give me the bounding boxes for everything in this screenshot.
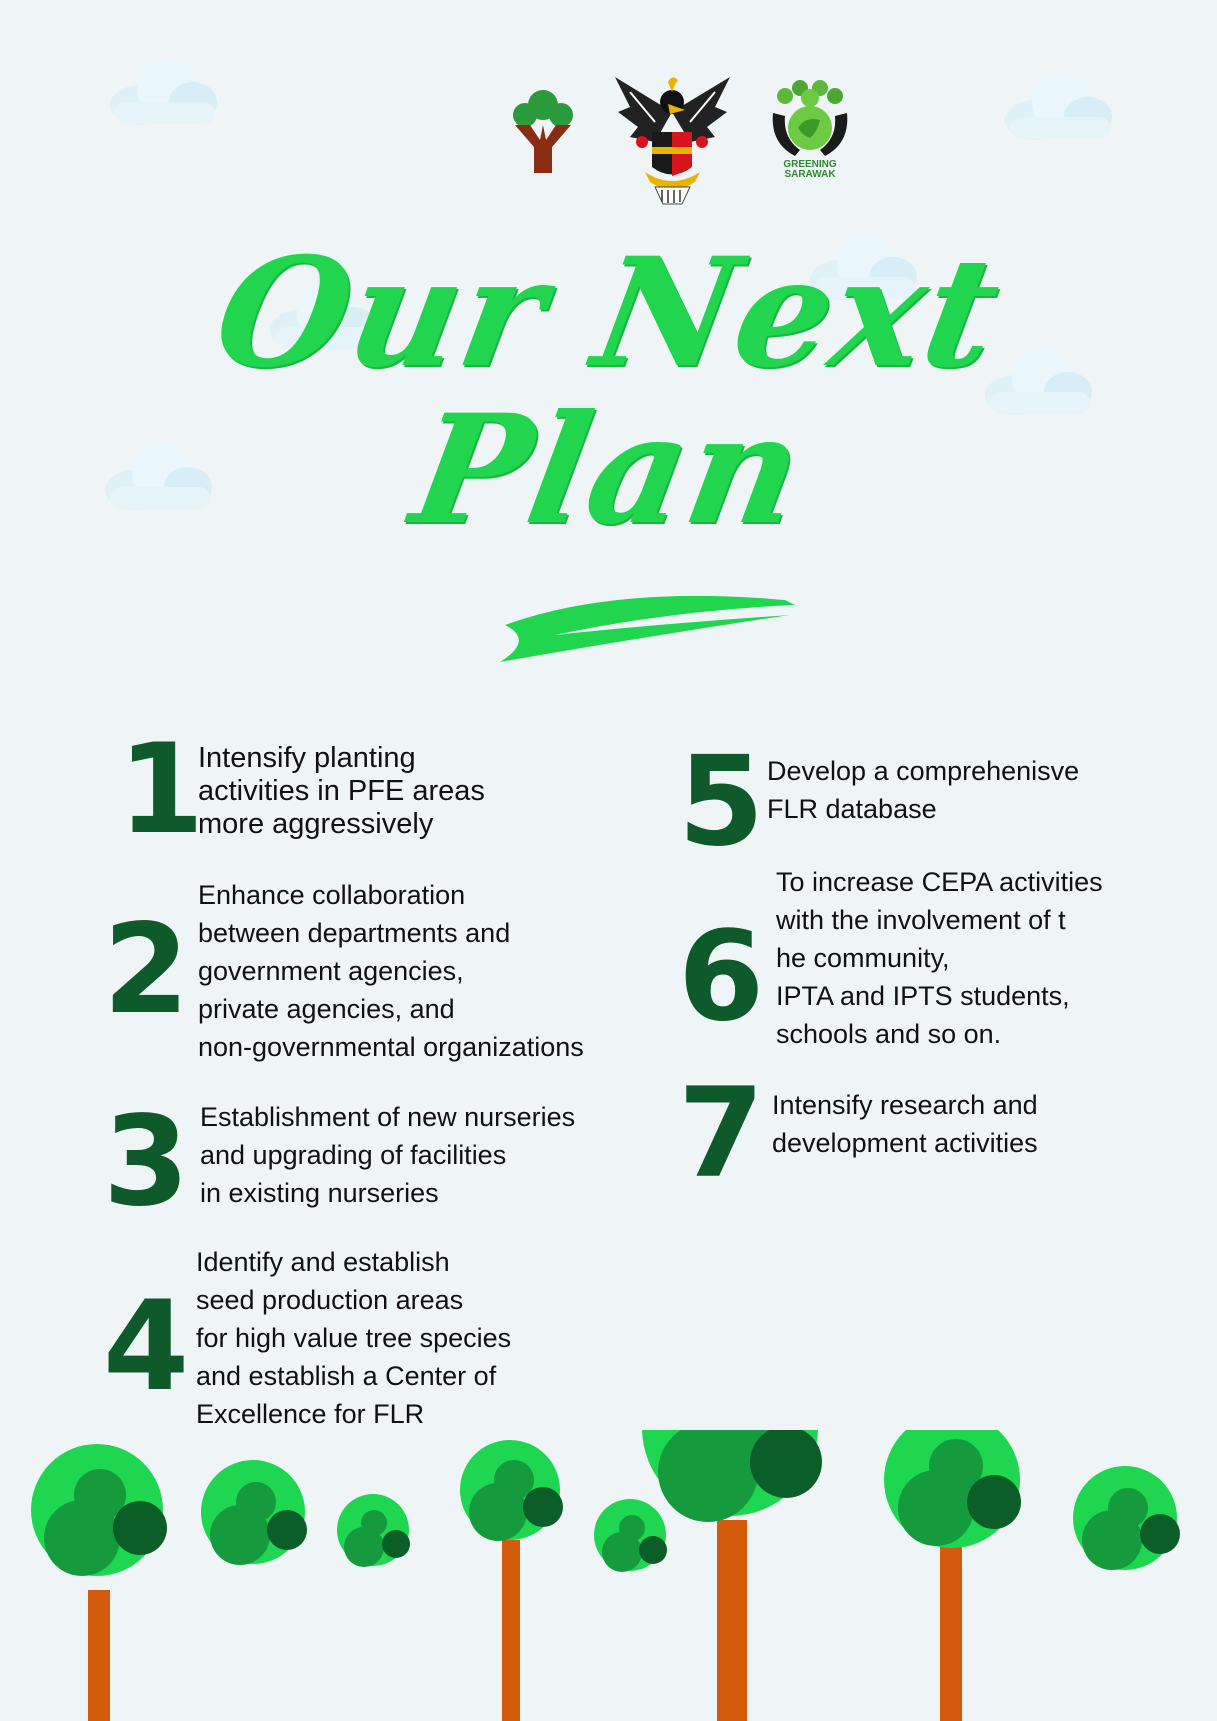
forest-tree-logo-icon — [513, 90, 573, 173]
tree-row-illustration — [31, 1430, 1180, 1721]
plan-1-line: Intensify planting — [198, 742, 416, 774]
plan-number-2: 2 — [103, 898, 190, 1042]
plan-1-line: activities in PFE areas — [198, 775, 485, 807]
plan-7-line: Intensify research and — [772, 1090, 1038, 1120]
plan-text-5: Develop a comprehenisve FLR database — [767, 752, 1079, 828]
greening-sarawak-logo-icon: GREENING SARAWAK — [772, 80, 848, 180]
cloud-icon — [270, 283, 377, 350]
plan-text-6: To increase CEPA activities with the inv… — [776, 863, 1103, 1053]
tree-icon — [884, 1430, 1021, 1721]
plan-text-4: Identify and establish seed production a… — [196, 1243, 511, 1433]
cloud-icon — [1005, 73, 1112, 140]
brush-stroke-icon — [500, 595, 795, 662]
page-title-line-2: Plan — [400, 382, 817, 558]
cloud-icon — [810, 233, 917, 300]
cloud-icon — [985, 348, 1092, 415]
plan-3-line: and upgrading of facilities — [200, 1140, 507, 1170]
plan-text-1: Intensify planting activities in PFE are… — [198, 742, 485, 841]
plan-6-line: schools and so on. — [776, 1019, 1002, 1049]
plan-2-line: non-governmental organizations — [198, 1032, 584, 1062]
sarawak-coat-of-arms-icon — [615, 77, 730, 205]
plan-number-7: 7 — [678, 1062, 765, 1206]
plan-4-line: and establish a Center of — [196, 1361, 497, 1391]
plan-6-line: To increase CEPA activities — [776, 867, 1103, 897]
plan-number-6: 6 — [678, 905, 765, 1049]
plan-text-2: Enhance collaboration between department… — [198, 876, 584, 1066]
plan-6-line: with the involvement of t — [776, 905, 1066, 935]
plan-5-line: FLR database — [767, 794, 937, 824]
plan-2-line: government agencies, — [198, 956, 464, 986]
plan-2-line: private agencies, and — [198, 994, 455, 1024]
plan-1-line: more aggressively — [198, 808, 434, 840]
plan-6-line: he community, — [776, 943, 950, 973]
plan-4-line: seed production areas — [196, 1285, 464, 1315]
plan-6-line: IPTA and IPTS students, — [776, 981, 1070, 1011]
plan-text-7: Intensify research and development activ… — [772, 1086, 1038, 1162]
tree-icon — [594, 1499, 667, 1572]
plan-2-line: between departments and — [198, 918, 511, 948]
tree-icon — [1073, 1466, 1180, 1570]
greening-logo-text-1: GREENING — [783, 159, 837, 170]
tree-icon — [201, 1460, 307, 1565]
plan-2-line: Enhance collaboration — [198, 880, 466, 910]
cloud-icon — [105, 443, 212, 510]
tree-icon — [337, 1494, 410, 1567]
plan-7-line: development activities — [772, 1128, 1038, 1158]
greening-logo-text-2: SARAWAK — [784, 169, 836, 180]
plan-3-line: Establishment of new nurseries — [200, 1102, 576, 1132]
plan-number-3: 3 — [103, 1090, 190, 1234]
plan-number-4: 4 — [103, 1275, 190, 1419]
plan-number-1: 1 — [118, 718, 205, 862]
tree-icon — [460, 1440, 563, 1721]
plan-number-5: 5 — [678, 730, 765, 874]
plan-3-line: in existing nurseries — [200, 1178, 439, 1208]
plan-4-line: Identify and establish — [196, 1247, 450, 1277]
plan-text-3: Establishment of new nurseries and upgra… — [200, 1098, 575, 1212]
cloud-icon — [110, 58, 217, 125]
plan-5-line: Develop a comprehenisve — [767, 756, 1080, 786]
tree-icon — [31, 1444, 167, 1721]
plan-4-line: for high value tree species — [196, 1323, 512, 1353]
tree-icon — [642, 1430, 822, 1721]
plan-4-line: Excellence for FLR — [196, 1399, 425, 1429]
